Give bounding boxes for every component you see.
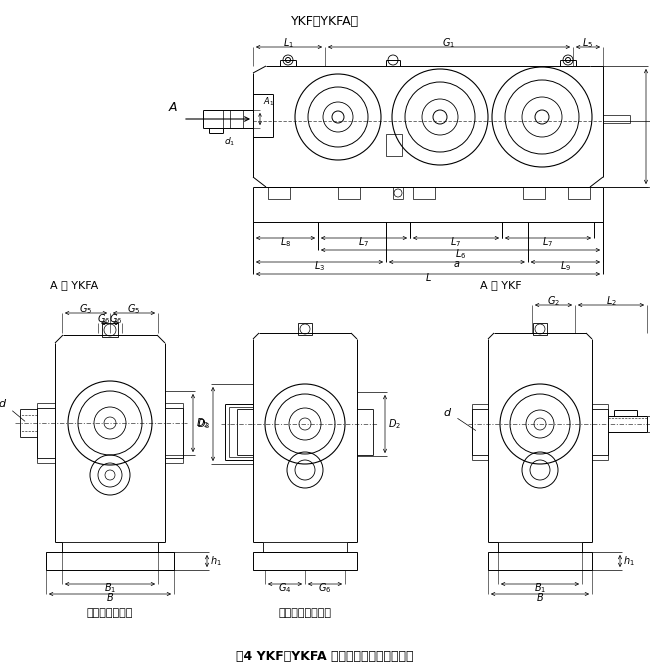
Text: $d$: $d$ (0, 397, 25, 421)
Bar (268, 187, 290, 199)
Text: 图4 YKF、YKFA 型减速器外形及安装尺寸: 图4 YKF、YKFA 型减速器外形及安装尺寸 (236, 650, 414, 663)
Bar (298, 323, 312, 335)
Bar (568, 187, 590, 199)
Text: 带收缩盘的空心轴: 带收缩盘的空心轴 (278, 608, 332, 618)
Text: A 向 YKF: A 向 YKF (480, 280, 521, 290)
Text: $h_1$: $h_1$ (210, 554, 222, 568)
Bar (46, 552, 174, 570)
Text: $H$: $H$ (649, 121, 650, 133)
Text: $a$: $a$ (453, 259, 461, 269)
Text: $L_9$: $L_9$ (560, 259, 571, 273)
Text: $B_1$: $B_1$ (104, 581, 116, 595)
Text: $G_1$: $G_1$ (443, 36, 456, 50)
Bar (488, 552, 592, 570)
Bar (338, 187, 360, 199)
Text: $G_6$: $G_6$ (98, 312, 111, 326)
Text: YKF、YKFA型: YKF、YKFA型 (291, 15, 359, 28)
Bar (263, 542, 347, 552)
Bar (523, 187, 545, 199)
Bar (102, 323, 118, 337)
Text: $d_1$: $d_1$ (224, 136, 235, 149)
Text: $L_6$: $L_6$ (455, 247, 466, 261)
Text: $L_5$: $L_5$ (582, 36, 593, 50)
Bar (498, 542, 582, 552)
Text: $G_6$: $G_6$ (109, 312, 123, 326)
Text: $D_2$: $D_2$ (388, 417, 401, 431)
Text: $D_2$: $D_2$ (196, 416, 209, 430)
Text: $B$: $B$ (106, 591, 114, 603)
Text: $B_1$: $B_1$ (534, 581, 546, 595)
Text: $A$: $A$ (168, 101, 178, 114)
Text: A 向 YKFA: A 向 YKFA (50, 280, 98, 290)
Text: $G_6$: $G_6$ (318, 581, 332, 595)
Text: $B$: $B$ (536, 591, 544, 603)
Text: $L$: $L$ (424, 271, 432, 283)
Text: $A_1$: $A_1$ (263, 95, 274, 108)
Text: $L_7$: $L_7$ (450, 235, 462, 249)
Text: $L_1$: $L_1$ (283, 36, 294, 50)
Text: $h_1$: $h_1$ (623, 554, 635, 568)
Text: $L_2$: $L_2$ (606, 294, 616, 308)
Text: $d$: $d$ (443, 406, 476, 430)
Text: $L_8$: $L_8$ (280, 235, 291, 249)
Bar (533, 323, 547, 335)
Text: $G_4$: $G_4$ (278, 581, 292, 595)
Text: 带键槽的空心轴: 带键槽的空心轴 (87, 608, 133, 618)
Bar (253, 552, 357, 570)
Text: $L_7$: $L_7$ (358, 235, 370, 249)
Text: $L_3$: $L_3$ (314, 259, 325, 273)
Bar (413, 187, 435, 199)
Text: $G_5$: $G_5$ (127, 302, 140, 316)
Text: $G_2$: $G_2$ (547, 294, 560, 308)
Bar (386, 134, 402, 156)
Bar (62, 542, 158, 552)
Text: $D_3$: $D_3$ (197, 417, 210, 431)
Text: $G_5$: $G_5$ (79, 302, 93, 316)
Text: $L_7$: $L_7$ (542, 235, 554, 249)
